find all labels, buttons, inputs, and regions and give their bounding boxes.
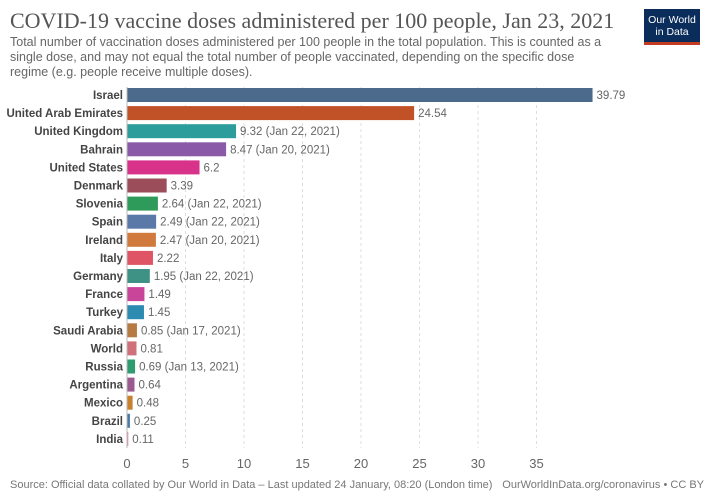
bar [127, 305, 144, 320]
owid-logo[interactable]: Our World in Data [644, 9, 700, 45]
category-label: Mexico [84, 398, 123, 410]
category-label: Israel [93, 90, 123, 102]
category-label: United States [50, 162, 124, 174]
license-link[interactable]: OurWorldInData.org/coronavirus • CC BY [502, 479, 704, 491]
category-label: Italy [100, 253, 124, 265]
category-label: United Arab Emirates [6, 108, 123, 120]
x-tick-label: 30 [471, 456, 485, 471]
logo-line-1: Our World [648, 14, 696, 26]
x-tick-label: 10 [237, 456, 251, 471]
category-label: France [85, 289, 123, 301]
chart-subtitle: Total number of vaccination doses admini… [10, 35, 602, 79]
value-label: 2.47 (Jan 20, 2021) [160, 235, 260, 247]
bar [127, 395, 133, 410]
bar [127, 142, 227, 157]
category-label: Spain [92, 217, 123, 229]
value-label: 9.32 (Jan 22, 2021) [240, 126, 340, 138]
category-label: World [91, 343, 123, 355]
value-label: 0.48 [137, 398, 159, 410]
value-label: 24.54 [418, 108, 447, 120]
bar [127, 323, 137, 338]
value-label: 0.25 [134, 416, 156, 428]
x-tick-label: 20 [354, 456, 368, 471]
bar [127, 359, 136, 374]
category-label: Russia [85, 362, 123, 374]
bar [127, 160, 200, 175]
value-label: 3.39 [171, 181, 193, 193]
bar [127, 341, 137, 356]
category-label: Slovenia [76, 199, 124, 211]
bar [127, 431, 129, 446]
value-label: 8.47 (Jan 20, 2021) [230, 144, 330, 156]
x-tick-label: 5 [182, 456, 189, 471]
source-note: Source: Official data collated by Our Wo… [10, 479, 493, 491]
value-label: 0.69 (Jan 13, 2021) [139, 362, 239, 374]
x-tick-label: 25 [412, 456, 426, 471]
value-label: 0.85 (Jan 17, 2021) [141, 325, 241, 337]
value-label: 0.11 [132, 434, 154, 446]
value-label: 0.64 [138, 380, 161, 392]
category-label: Ireland [85, 235, 123, 247]
bar [127, 88, 593, 102]
logo-line-2: in Data [655, 26, 689, 38]
category-label: Germany [73, 271, 123, 283]
bar [127, 287, 145, 302]
category-label: Bahrain [80, 144, 123, 156]
chart-title: COVID-19 vaccine doses administered per … [10, 8, 615, 33]
category-label: Brazil [92, 416, 123, 428]
value-label: 2.64 (Jan 22, 2021) [162, 199, 262, 211]
x-tick-label: 0 [123, 456, 130, 471]
value-label: 6.2 [204, 162, 220, 174]
bar [127, 178, 167, 193]
category-label: Saudi Arabia [53, 325, 123, 337]
category-label: Denmark [74, 181, 124, 193]
category-label: India [96, 434, 123, 446]
value-label: 1.45 [148, 307, 170, 319]
value-label: 0.81 [140, 343, 162, 355]
bar [127, 413, 130, 428]
bar [127, 214, 157, 229]
category-label: United Kingdom [34, 126, 123, 138]
bar [127, 106, 415, 121]
x-tick-label: 35 [529, 456, 543, 471]
bar [127, 269, 150, 283]
value-label: 2.49 (Jan 22, 2021) [160, 217, 260, 229]
value-label: 1.49 [148, 289, 170, 301]
value-label: 2.22 [157, 253, 179, 265]
bar [127, 196, 158, 211]
bar [127, 250, 153, 265]
value-label: 1.95 (Jan 22, 2021) [154, 271, 254, 283]
category-label: Turkey [86, 307, 123, 319]
bar [127, 124, 237, 139]
value-label: 39.79 [597, 90, 626, 102]
bar [127, 232, 156, 247]
x-tick-label: 15 [295, 456, 309, 471]
bar [127, 377, 135, 392]
category-label: Argentina [69, 380, 123, 392]
